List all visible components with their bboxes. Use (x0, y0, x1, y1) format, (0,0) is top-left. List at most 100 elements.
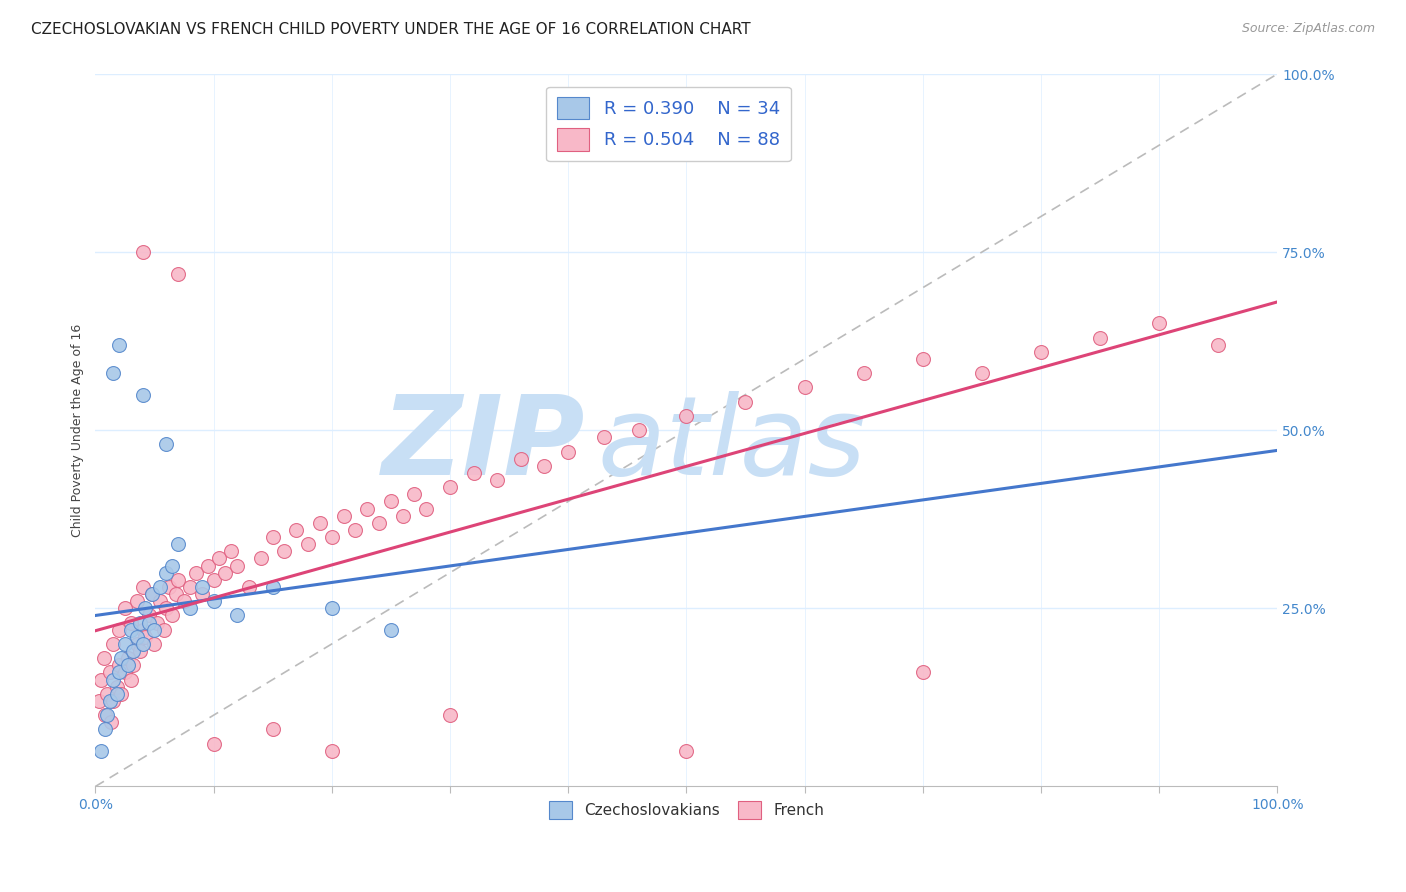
Point (1088, 331, 1111, 345)
Point (149, 594, 172, 608)
Point (129, 644, 152, 658)
Point (94, 723, 117, 737)
Point (160, 558, 183, 573)
Point (117, 658, 139, 673)
Point (120, 615, 142, 630)
Point (143, 623, 166, 637)
Point (114, 665, 136, 680)
Point (101, 673, 124, 687)
Point (165, 587, 187, 601)
Point (167, 537, 190, 551)
Point (153, 623, 176, 637)
Point (110, 651, 132, 665)
Point (149, 580, 172, 594)
Point (93, 651, 115, 665)
Point (155, 566, 177, 580)
Point (415, 501, 437, 516)
Point (114, 637, 136, 651)
Point (332, 508, 354, 523)
Point (463, 466, 485, 480)
Point (202, 573, 225, 587)
Point (852, 366, 875, 380)
Point (101, 637, 124, 651)
Point (131, 623, 153, 637)
Point (226, 558, 249, 573)
Point (273, 544, 295, 558)
Point (167, 573, 190, 587)
Point (173, 594, 195, 608)
Point (96, 708, 118, 723)
Point (557, 444, 579, 458)
Point (344, 523, 367, 537)
Point (157, 580, 180, 594)
Point (356, 501, 378, 516)
Point (134, 601, 156, 615)
Point (122, 644, 145, 658)
Point (486, 473, 509, 487)
Point (96, 687, 118, 701)
Point (167, 267, 190, 281)
Point (122, 658, 145, 673)
Point (179, 601, 201, 615)
Point (197, 558, 219, 573)
Point (321, 744, 343, 758)
Point (226, 608, 249, 623)
Point (94, 708, 117, 723)
Point (1029, 344, 1052, 359)
Point (592, 430, 614, 444)
Point (321, 530, 343, 544)
Point (202, 737, 225, 751)
Point (238, 580, 260, 594)
Point (87, 694, 110, 708)
Point (105, 680, 128, 694)
Point (214, 566, 236, 580)
Point (101, 694, 124, 708)
Point (125, 630, 148, 644)
Point (160, 608, 183, 623)
Point (533, 458, 555, 473)
Point (108, 623, 131, 637)
Point (262, 723, 284, 737)
Point (141, 587, 163, 601)
Point (675, 744, 697, 758)
Point (131, 245, 153, 260)
Point (404, 487, 426, 501)
Point (155, 601, 177, 615)
Point (190, 580, 212, 594)
Point (131, 580, 153, 594)
Point (143, 637, 166, 651)
Point (108, 665, 131, 680)
Text: atlas: atlas (598, 391, 866, 498)
Point (1206, 337, 1229, 351)
Point (129, 615, 152, 630)
Point (439, 708, 461, 723)
Point (105, 687, 128, 701)
Point (911, 665, 934, 680)
Point (131, 387, 153, 401)
Point (734, 394, 756, 409)
Text: CZECHOSLOVAKIAN VS FRENCH CHILD POVERTY UNDER THE AGE OF 16 CORRELATION CHART: CZECHOSLOVAKIAN VS FRENCH CHILD POVERTY … (31, 22, 751, 37)
Point (262, 580, 284, 594)
Point (262, 530, 284, 544)
Point (509, 451, 531, 466)
Point (1147, 317, 1170, 331)
Point (98, 694, 121, 708)
Point (297, 537, 319, 551)
Point (101, 366, 124, 380)
Point (970, 366, 993, 380)
Point (208, 551, 231, 566)
Point (155, 437, 177, 451)
Y-axis label: Child Poverty Under the Age of 16: Child Poverty Under the Age of 16 (72, 324, 84, 537)
Point (285, 523, 308, 537)
Point (125, 637, 148, 651)
Point (146, 615, 169, 630)
Point (219, 544, 242, 558)
Point (321, 601, 343, 615)
Point (134, 630, 156, 644)
Point (138, 608, 160, 623)
Point (380, 623, 402, 637)
Point (138, 615, 160, 630)
Point (100, 715, 122, 730)
Point (117, 651, 139, 665)
Point (190, 587, 212, 601)
